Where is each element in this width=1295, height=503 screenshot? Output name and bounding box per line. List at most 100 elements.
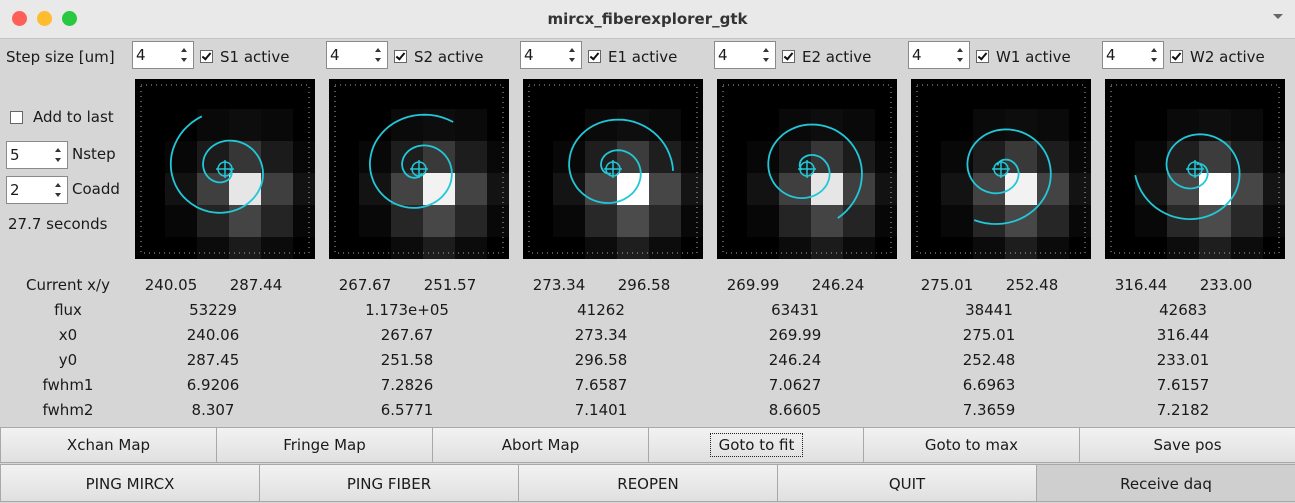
coadd-label: Coadd [72, 180, 120, 198]
camera-image [911, 79, 1091, 259]
button[interactable]: Abort Map [432, 427, 649, 463]
y0-value: 287.45 [186, 351, 240, 369]
y0-value: 251.58 [380, 351, 434, 369]
active-label: S2 active [414, 48, 484, 66]
menu-arrow[interactable] [1273, 14, 1283, 19]
button-label: PING FIBER [346, 475, 432, 493]
x0-value: 269.99 [768, 326, 822, 344]
spin-value: 4 [1106, 46, 1116, 64]
button-label: Xchan Map [66, 436, 151, 454]
spinbox[interactable]: 4 [326, 41, 388, 69]
current-x: 240.05 [144, 276, 198, 294]
checkbox[interactable] [1170, 50, 1183, 63]
flux-value: 38441 [965, 301, 1013, 319]
button[interactable]: PING FIBER [259, 464, 519, 502]
x0-value: 275.01 [962, 326, 1016, 344]
spinbox[interactable]: 4 [908, 41, 970, 69]
maximize-button[interactable] [62, 11, 77, 26]
current-y: 246.24 [811, 276, 865, 294]
active-label: S1 active [220, 48, 290, 66]
active-label: W2 active [1190, 48, 1265, 66]
camera-image [1105, 79, 1285, 259]
checkbox[interactable] [10, 111, 23, 124]
current-x: 316.44 [1114, 276, 1168, 294]
button[interactable]: Xchan Map [0, 427, 217, 463]
button[interactable]: Goto to fit [648, 427, 865, 463]
checkbox[interactable] [588, 50, 601, 63]
spin-value: 4 [330, 46, 340, 64]
row-label: fwhm2 [42, 401, 94, 419]
button-label: Goto to max [924, 436, 1019, 454]
button[interactable]: QUIT [777, 464, 1037, 502]
fwhm2-value: 7.2182 [1156, 401, 1210, 419]
button[interactable]: REOPEN [518, 464, 778, 502]
camera-image [717, 79, 897, 259]
window-title: mircx_fiberexplorer_gtk [547, 10, 748, 28]
checkbox[interactable] [200, 50, 213, 63]
flux-value: 63431 [771, 301, 819, 319]
spin-value: 4 [718, 46, 728, 64]
button-label: REOPEN [617, 475, 679, 493]
fwhm1-value: 6.6963 [962, 376, 1016, 394]
row-label: y0 [58, 351, 78, 369]
button-label: Goto to fit [709, 433, 804, 457]
checkbox[interactable] [976, 50, 989, 63]
spinbox[interactable]: 4 [714, 41, 776, 69]
fwhm1-value: 7.6587 [574, 376, 628, 394]
current-x: 267.67 [338, 276, 392, 294]
button-label: Fringe Map [283, 436, 366, 454]
current-y: 252.48 [1005, 276, 1059, 294]
duration-label: 27.7 seconds [8, 215, 108, 233]
fwhm1-value: 7.2826 [380, 376, 434, 394]
fwhm2-value: 8.6605 [768, 401, 822, 419]
flux-value: 42683 [1159, 301, 1207, 319]
current-y: 233.00 [1199, 276, 1253, 294]
spin-value: 5 [10, 146, 20, 164]
button[interactable]: Fringe Map [216, 427, 433, 463]
flux-value: 1.173e+05 [365, 301, 449, 319]
current-x: 269.99 [726, 276, 780, 294]
checkbox[interactable] [394, 50, 407, 63]
fwhm2-value: 8.307 [191, 401, 235, 419]
fwhm2-value: 7.3659 [962, 401, 1016, 419]
fwhm2-value: 6.5771 [380, 401, 434, 419]
button[interactable]: Goto to max [863, 427, 1080, 463]
row-label: fwhm1 [42, 376, 94, 394]
button-label: Abort Map [501, 436, 580, 454]
spinbox[interactable]: 2 [6, 176, 68, 204]
active-label: E1 active [608, 48, 678, 66]
close-button[interactable] [12, 11, 27, 26]
active-label: E2 active [802, 48, 872, 66]
x0-value: 316.44 [1156, 326, 1210, 344]
fwhm1-value: 7.0627 [768, 376, 822, 394]
camera-image [329, 79, 509, 259]
y0-value: 246.24 [768, 351, 822, 369]
title-bar: mircx_fiberexplorer_gtk [0, 0, 1295, 39]
minimize-button[interactable] [37, 11, 52, 26]
fwhm1-value: 6.9206 [186, 376, 240, 394]
spinbox[interactable]: 4 [520, 41, 582, 69]
row-label: Current x/y [26, 276, 110, 294]
spinbox[interactable]: 5 [6, 141, 68, 169]
button[interactable]: Save pos [1079, 427, 1295, 463]
current-y: 287.44 [229, 276, 283, 294]
button[interactable]: PING MIRCX [0, 464, 260, 502]
add-to-last-label: Add to last [33, 108, 114, 126]
spinbox[interactable]: 4 [132, 41, 194, 69]
button[interactable]: Receive daq [1036, 464, 1295, 502]
x0-value: 273.34 [574, 326, 628, 344]
flux-value: 53229 [189, 301, 237, 319]
current-x: 275.01 [920, 276, 974, 294]
spin-value: 4 [136, 46, 146, 64]
button-label: QUIT [888, 475, 926, 493]
current-x: 273.34 [532, 276, 586, 294]
current-y: 296.58 [617, 276, 671, 294]
step-label: Step size [um] [6, 48, 115, 66]
checkbox[interactable] [782, 50, 795, 63]
flux-value: 41262 [577, 301, 625, 319]
button-label: PING MIRCX [85, 475, 175, 493]
spin-value: 4 [912, 46, 922, 64]
spinbox[interactable]: 4 [1102, 41, 1164, 69]
button-label: Save pos [1153, 436, 1222, 454]
